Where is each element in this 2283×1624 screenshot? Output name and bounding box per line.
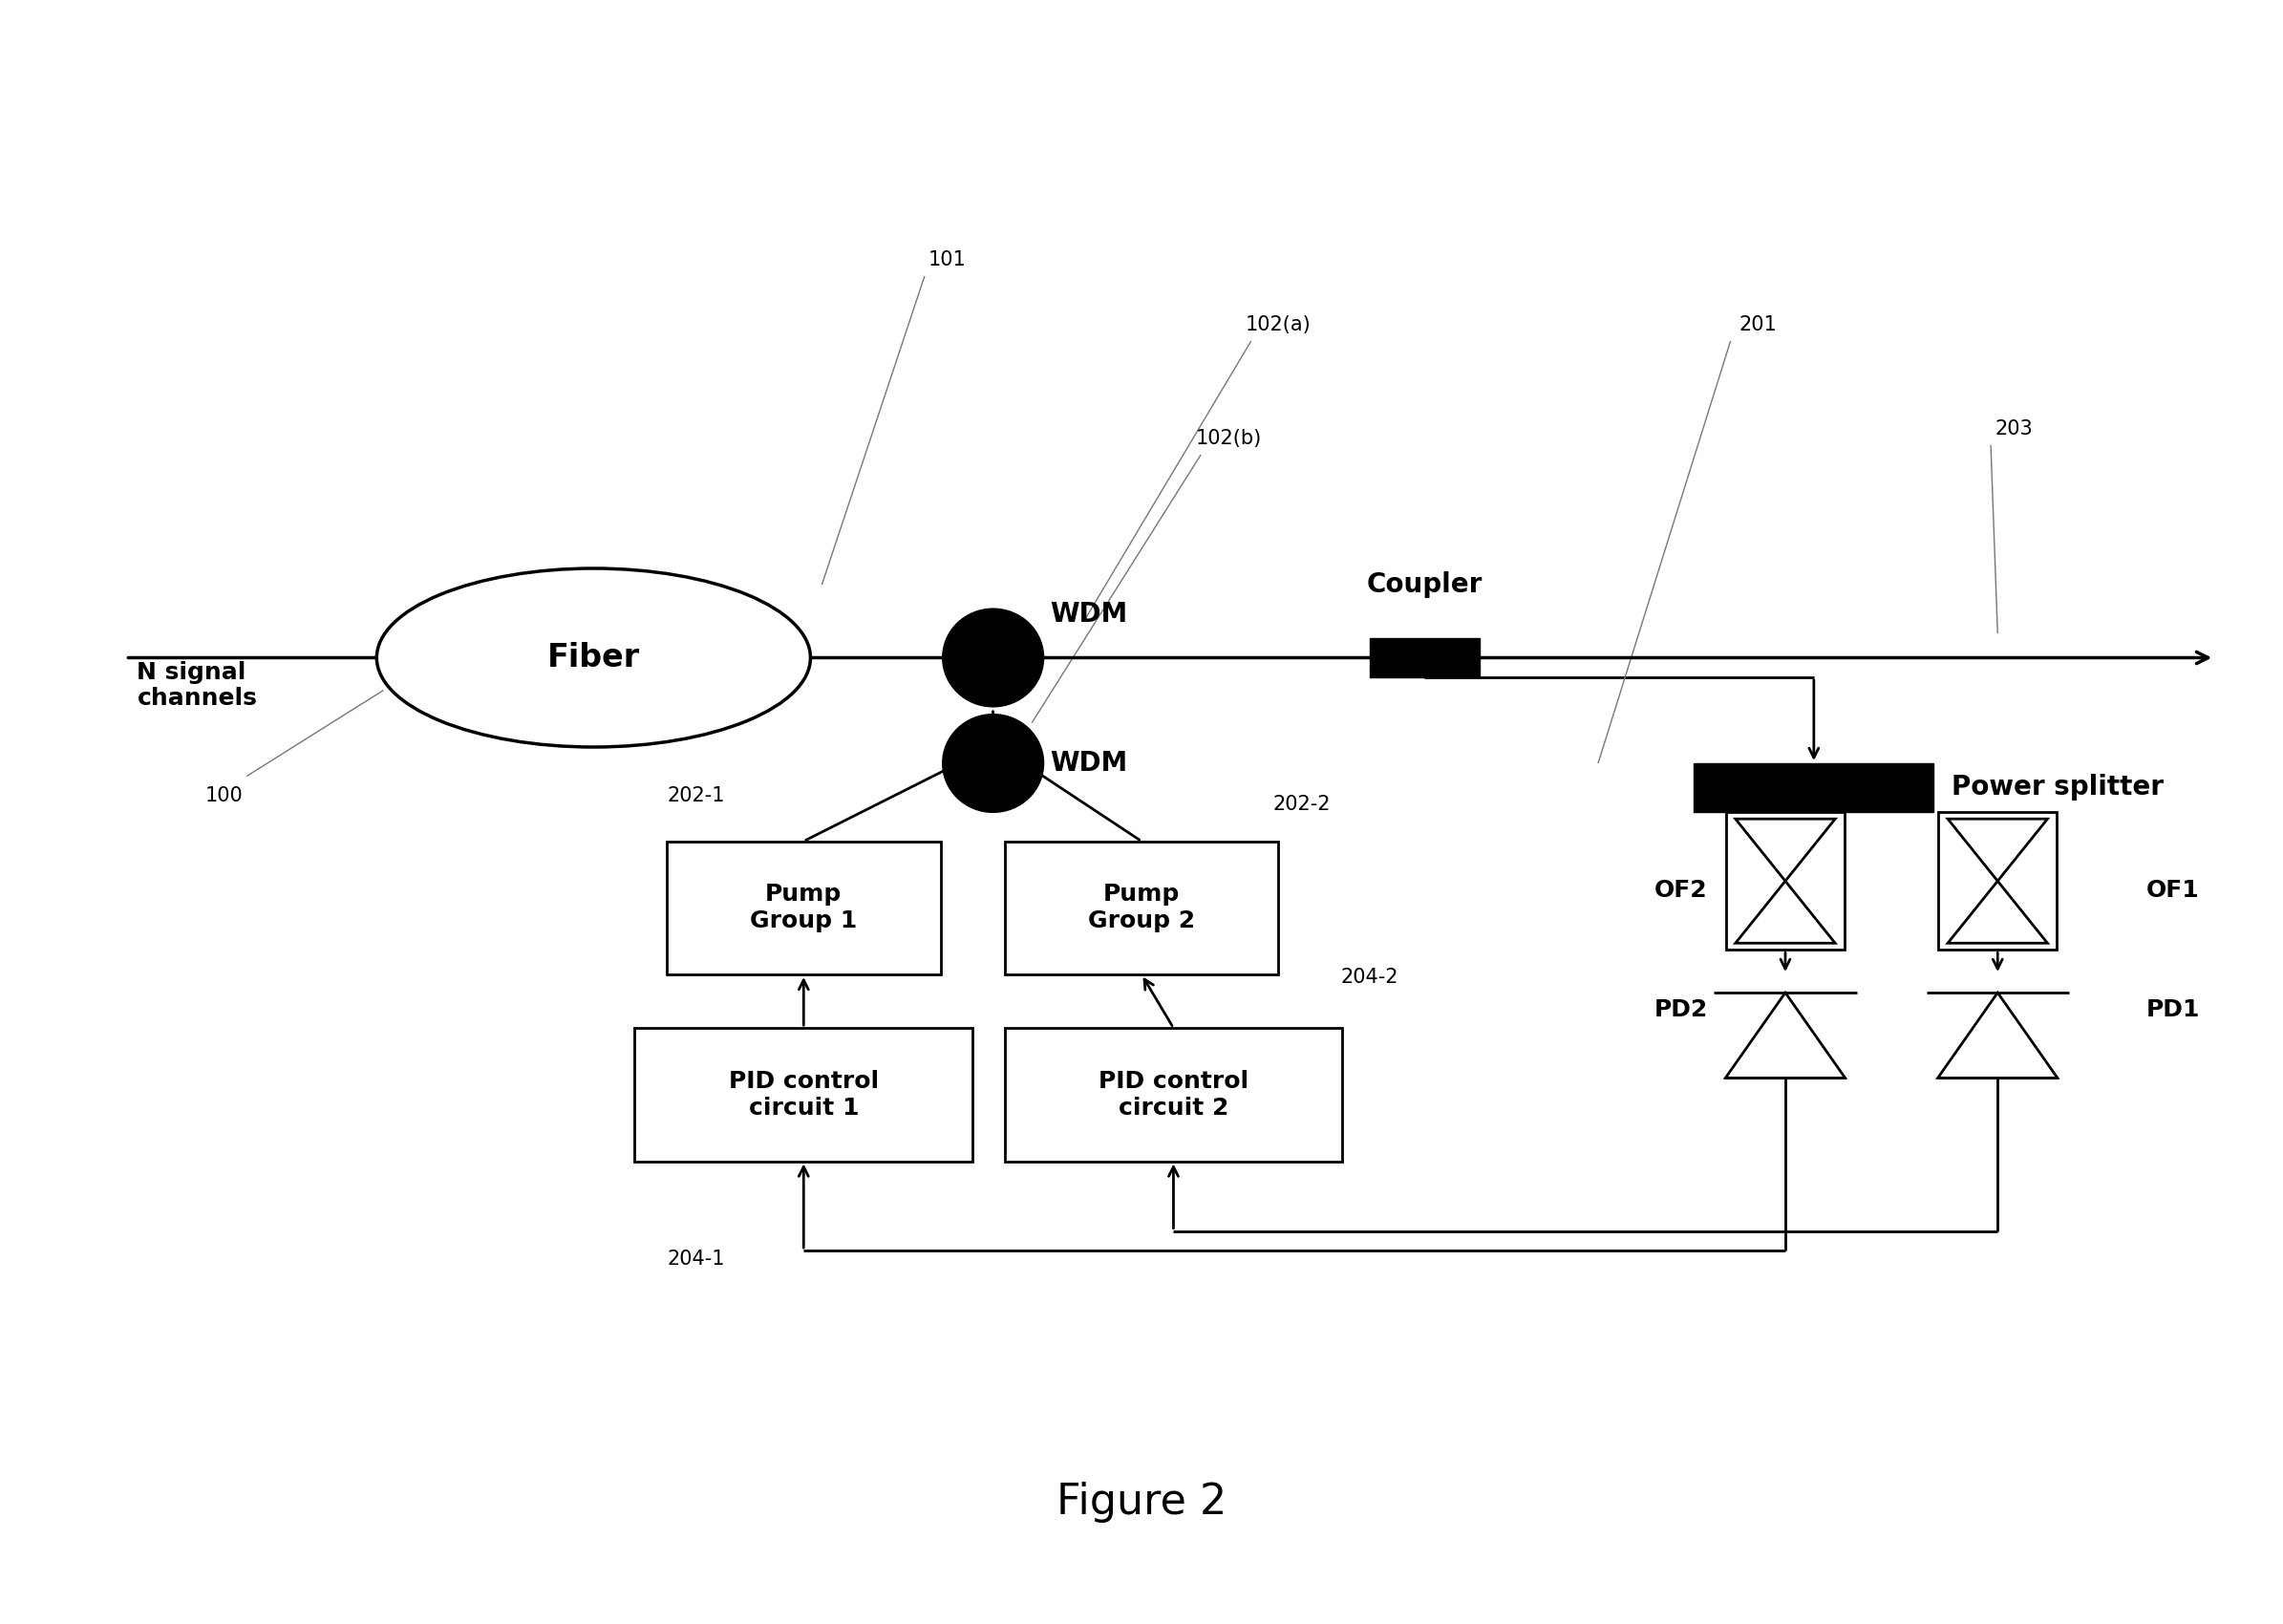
Text: Power splitter: Power splitter	[1952, 775, 2164, 801]
Text: Coupler: Coupler	[1368, 572, 1482, 598]
Text: WDM: WDM	[1050, 601, 1128, 627]
Text: OF1: OF1	[2146, 879, 2199, 901]
Text: 204-2: 204-2	[1340, 968, 1399, 987]
Bar	[635, 1028, 973, 1161]
Text: 102(b): 102(b)	[1196, 429, 1260, 448]
Text: PD1: PD1	[2146, 999, 2201, 1021]
Bar	[1938, 812, 2057, 950]
Text: Figure 2: Figure 2	[1057, 1481, 1226, 1523]
Polygon shape	[1735, 880, 1836, 944]
Bar	[1005, 841, 1278, 974]
Text: Pump
Group 1: Pump Group 1	[751, 883, 856, 932]
Bar	[1370, 638, 1479, 677]
Text: 202-2: 202-2	[1272, 794, 1331, 814]
Bar	[1726, 812, 1845, 950]
Ellipse shape	[943, 609, 1043, 706]
Text: PD2: PD2	[1653, 999, 1708, 1021]
Text: 204-1: 204-1	[667, 1249, 726, 1268]
Polygon shape	[1735, 818, 1836, 880]
Text: Fiber: Fiber	[548, 641, 639, 674]
Ellipse shape	[943, 715, 1043, 812]
Text: N signal
channels: N signal channels	[137, 661, 258, 710]
Polygon shape	[1947, 880, 2048, 944]
Text: 102(a): 102(a)	[1247, 315, 1310, 335]
Ellipse shape	[377, 568, 810, 747]
Text: 202-1: 202-1	[667, 786, 726, 806]
Bar	[1694, 763, 1934, 812]
Text: PID control
circuit 2: PID control circuit 2	[1098, 1070, 1249, 1119]
Text: 100: 100	[205, 786, 244, 806]
Text: 201: 201	[1740, 315, 1776, 335]
Text: 101: 101	[929, 250, 966, 270]
Text: 203: 203	[1995, 419, 2032, 438]
Text: Pump
Group 2: Pump Group 2	[1089, 883, 1194, 932]
Bar	[1005, 1028, 1342, 1161]
Bar	[667, 841, 941, 974]
Text: PID control
circuit 1: PID control circuit 1	[728, 1070, 879, 1119]
Text: WDM: WDM	[1050, 750, 1128, 776]
Text: OF2: OF2	[1655, 879, 1708, 901]
Polygon shape	[1726, 992, 1845, 1078]
Polygon shape	[1947, 818, 2048, 880]
Polygon shape	[1938, 992, 2057, 1078]
